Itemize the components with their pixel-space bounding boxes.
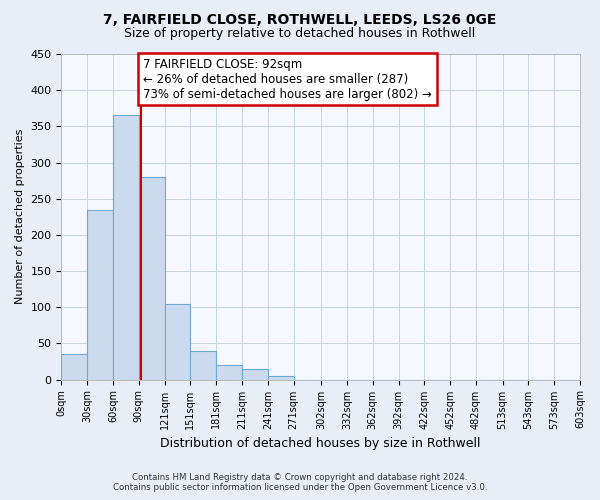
Text: 7, FAIRFIELD CLOSE, ROTHWELL, LEEDS, LS26 0GE: 7, FAIRFIELD CLOSE, ROTHWELL, LEEDS, LS2… (103, 12, 497, 26)
Bar (113, 116, 139, 380)
X-axis label: Distribution of detached houses by size in Rothwell: Distribution of detached houses by size … (160, 437, 481, 450)
Y-axis label: Number of detached properties: Number of detached properties (15, 129, 25, 304)
Bar (87, 210, 113, 380)
Bar (242, 368, 268, 380)
Text: Contains HM Land Registry data © Crown copyright and database right 2024.
Contai: Contains HM Land Registry data © Crown c… (113, 473, 487, 492)
Text: Size of property relative to detached houses in Rothwell: Size of property relative to detached ho… (124, 28, 476, 40)
Bar (139, 177, 164, 380)
Bar (190, 350, 216, 380)
Bar (216, 365, 242, 380)
Bar (61, 354, 87, 380)
Text: 7 FAIRFIELD CLOSE: 92sqm
← 26% of detached houses are smaller (287)
73% of semi-: 7 FAIRFIELD CLOSE: 92sqm ← 26% of detach… (143, 58, 432, 100)
Bar (164, 304, 190, 380)
Bar (268, 376, 293, 380)
